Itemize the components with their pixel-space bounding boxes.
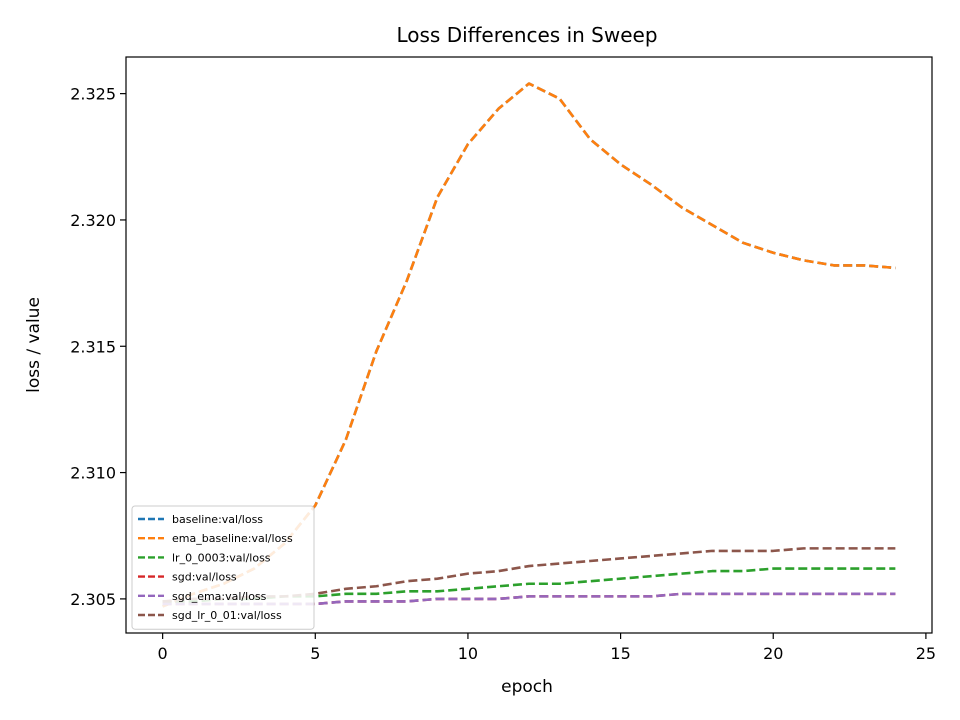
x-tick-label: 20 (763, 644, 783, 663)
chart-title: Loss Differences in Sweep (396, 23, 657, 47)
legend-entry-label: baseline:val/loss (172, 513, 263, 526)
y-tick-label: 2.325 (70, 85, 116, 104)
x-axis: 0 5 10 15 20 25 (158, 633, 936, 663)
x-tick-label: 5 (310, 644, 320, 663)
legend-entry-label: sgd_ema:val/loss (172, 590, 267, 603)
legend: baseline:val/loss ema_baseline:val/losslr… (131, 505, 315, 630)
x-tick-label: 0 (158, 644, 168, 663)
x-tick-label: 25 (916, 644, 936, 663)
x-tick-label: 15 (610, 644, 630, 663)
plot-frame (125, 56, 933, 634)
legend-entry-label: lr_0_0003:val/loss (172, 551, 271, 564)
y-tick-label: 2.310 (70, 464, 116, 483)
y-axis-label: loss / value (24, 297, 44, 393)
y-axis: 2.305 2.310 2.315 2.320 2.325 (70, 85, 126, 609)
y-tick-label: 2.320 (70, 211, 116, 230)
y-tick-label: 2.305 (70, 590, 116, 609)
y-tick-label: 2.315 (70, 337, 116, 356)
legend-entry-label: sgd_lr_0_01:val/loss (172, 609, 282, 622)
legend-entry-label: sgd:val/loss (172, 571, 237, 584)
legend-entry-label: ema_baseline:val/loss (172, 532, 293, 545)
x-tick-label: 10 (458, 644, 478, 663)
legend-box (131, 505, 315, 630)
x-axis-label: epoch (501, 677, 553, 697)
